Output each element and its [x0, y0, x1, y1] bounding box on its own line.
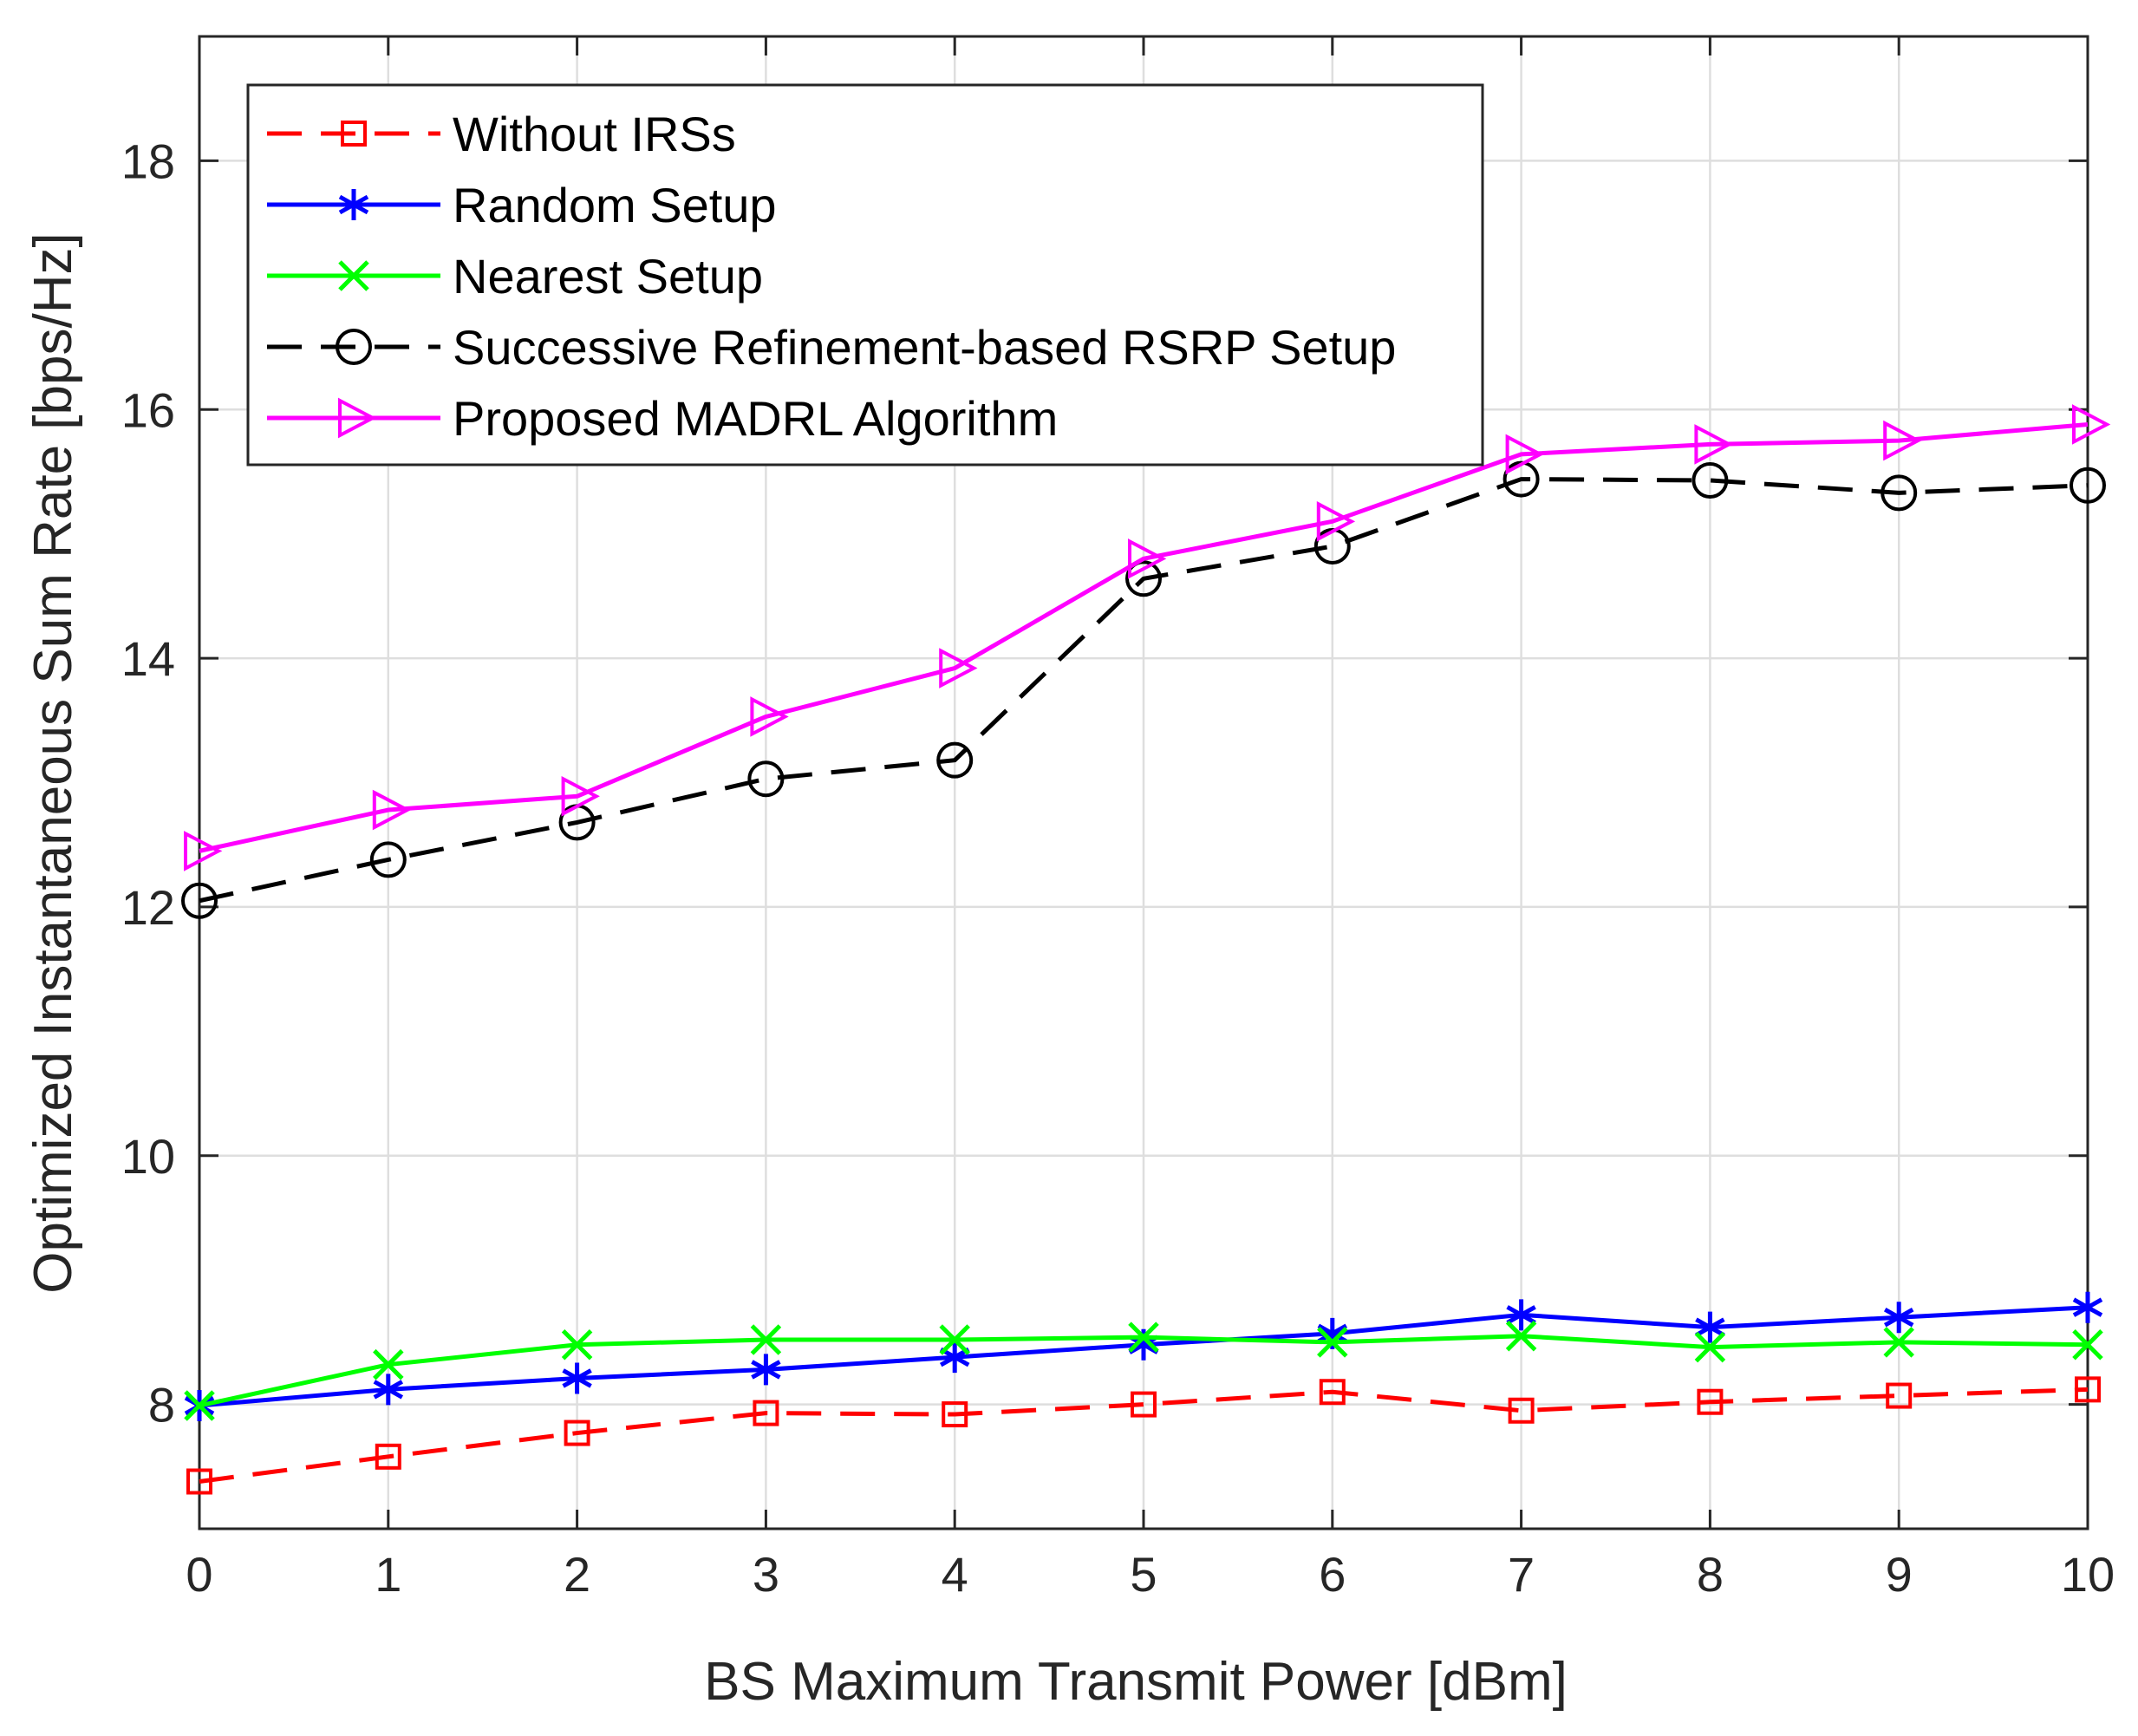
- x-tick-label: 1: [375, 1547, 401, 1602]
- data-point-marker: [2070, 467, 2106, 504]
- data-point-marker: [1695, 1311, 1725, 1343]
- data-point-marker: [561, 775, 600, 817]
- data-point-marker: [2075, 1376, 2101, 1403]
- legend-marker-sample: [338, 189, 369, 220]
- y-tick-label: 18: [121, 134, 175, 188]
- legend-entry: Successive Refinement-based RSRP Setup: [267, 320, 1396, 375]
- data-point-marker: [751, 1354, 781, 1386]
- data-point-marker: [1886, 1382, 1913, 1409]
- data-point-marker: [1131, 1391, 1157, 1418]
- data-point-marker: [1697, 1388, 1724, 1415]
- data-point-marker: [181, 882, 218, 919]
- data-point-marker: [2072, 404, 2111, 445]
- x-tick-label: 4: [942, 1547, 968, 1602]
- data-point-marker: [564, 1419, 590, 1446]
- data-point-marker: [942, 1401, 968, 1428]
- data-point-marker: [1881, 474, 1918, 512]
- data-point-marker: [2072, 1328, 2103, 1361]
- x-tick-label: 0: [186, 1547, 212, 1602]
- y-tick-label: 10: [121, 1129, 175, 1184]
- data-point-marker: [1506, 1299, 1536, 1331]
- legend-label: Successive Refinement-based RSRP Setup: [453, 320, 1396, 375]
- legend-marker-sample: [338, 397, 377, 439]
- legend-label: Random Setup: [453, 178, 777, 232]
- data-point-marker: [750, 1324, 782, 1355]
- x-tick-label: 10: [2061, 1547, 2115, 1602]
- y-axis-label: Optimized Instantaneous Sum Rate [bps/Hz…: [23, 232, 83, 1293]
- x-tick-label: 7: [1508, 1547, 1535, 1602]
- x-tick-label: 5: [1130, 1547, 1157, 1602]
- data-point-marker: [1691, 461, 1729, 499]
- x-tick-label: 9: [1886, 1547, 1913, 1602]
- x-axis-label: BS Maximum Transmit Power [dBm]: [704, 1652, 1568, 1712]
- data-point-marker: [750, 696, 789, 737]
- data-point-marker: [1317, 1327, 1348, 1358]
- data-point-marker: [1128, 538, 1167, 579]
- data-point-marker: [1883, 420, 1922, 461]
- axes: [198, 35, 2089, 1530]
- legend-entry: Random Setup: [267, 178, 777, 232]
- data-point-marker: [936, 741, 974, 779]
- series-triangle-right: [184, 404, 2111, 871]
- legend-label: Without IRSs: [453, 107, 736, 161]
- legend-box: [246, 83, 1484, 467]
- y-tick-label: 12: [121, 880, 175, 935]
- data-point-marker: [1883, 1302, 1914, 1334]
- x-tick-label: 2: [564, 1547, 590, 1602]
- series-line: [199, 477, 2089, 904]
- legend-label: Proposed MADRL Algorithm: [453, 391, 1058, 446]
- x-tick-label: 3: [753, 1547, 779, 1602]
- data-point-marker: [184, 831, 223, 871]
- data-point-marker: [562, 1362, 592, 1394]
- y-tick-label: 8: [148, 1378, 175, 1433]
- data-point-marker: [372, 789, 412, 831]
- data-point-marker: [939, 648, 978, 689]
- data-point-marker: [1505, 1320, 1537, 1352]
- data-point-marker: [1505, 434, 1544, 475]
- legend-marker-sample: [341, 121, 367, 147]
- data-point-marker: [1883, 1327, 1914, 1358]
- series-square: [186, 1376, 2101, 1495]
- legend-marker-sample: [338, 260, 369, 291]
- legend-entry: Nearest Setup: [267, 249, 763, 303]
- series-line: [199, 1387, 2089, 1484]
- data-point-marker: [1125, 560, 1162, 597]
- data-point-marker: [369, 841, 407, 878]
- legend-entry: Proposed MADRL Algorithm: [267, 391, 1058, 446]
- data-point-marker: [1694, 424, 1733, 465]
- series-line: [199, 421, 2089, 853]
- data-point-marker: [184, 1390, 215, 1421]
- data-point-marker: [561, 1328, 593, 1361]
- data-point-marker: [1508, 1397, 1535, 1424]
- data-point-marker: [753, 1400, 779, 1426]
- data-point-marker: [373, 1374, 404, 1406]
- series-layer: [181, 404, 2111, 1495]
- data-point-marker: [186, 1468, 212, 1495]
- data-point-marker: [1128, 1322, 1159, 1353]
- legend-label: Nearest Setup: [453, 249, 763, 303]
- data-point-marker: [1316, 501, 1356, 542]
- legend-marker-sample: [336, 329, 372, 365]
- data-point-marker: [747, 760, 785, 798]
- y-tick-label: 16: [121, 382, 175, 437]
- y-tick-label: 14: [121, 631, 175, 686]
- data-point-marker: [939, 1324, 970, 1355]
- series-x: [184, 1320, 2103, 1421]
- legend-entry: Without IRSs: [267, 107, 736, 161]
- data-point-marker: [2072, 1291, 2103, 1323]
- data-point-marker: [373, 1348, 404, 1380]
- data-point-marker: [375, 1443, 401, 1470]
- x-tick-label: 8: [1697, 1547, 1724, 1602]
- data-point-marker: [1694, 1331, 1726, 1363]
- x-tick-label: 6: [1319, 1547, 1346, 1602]
- legend: Without IRSs Random Setup Nearest Setup Suc…: [246, 83, 1484, 467]
- data-point-marker: [1319, 1379, 1346, 1406]
